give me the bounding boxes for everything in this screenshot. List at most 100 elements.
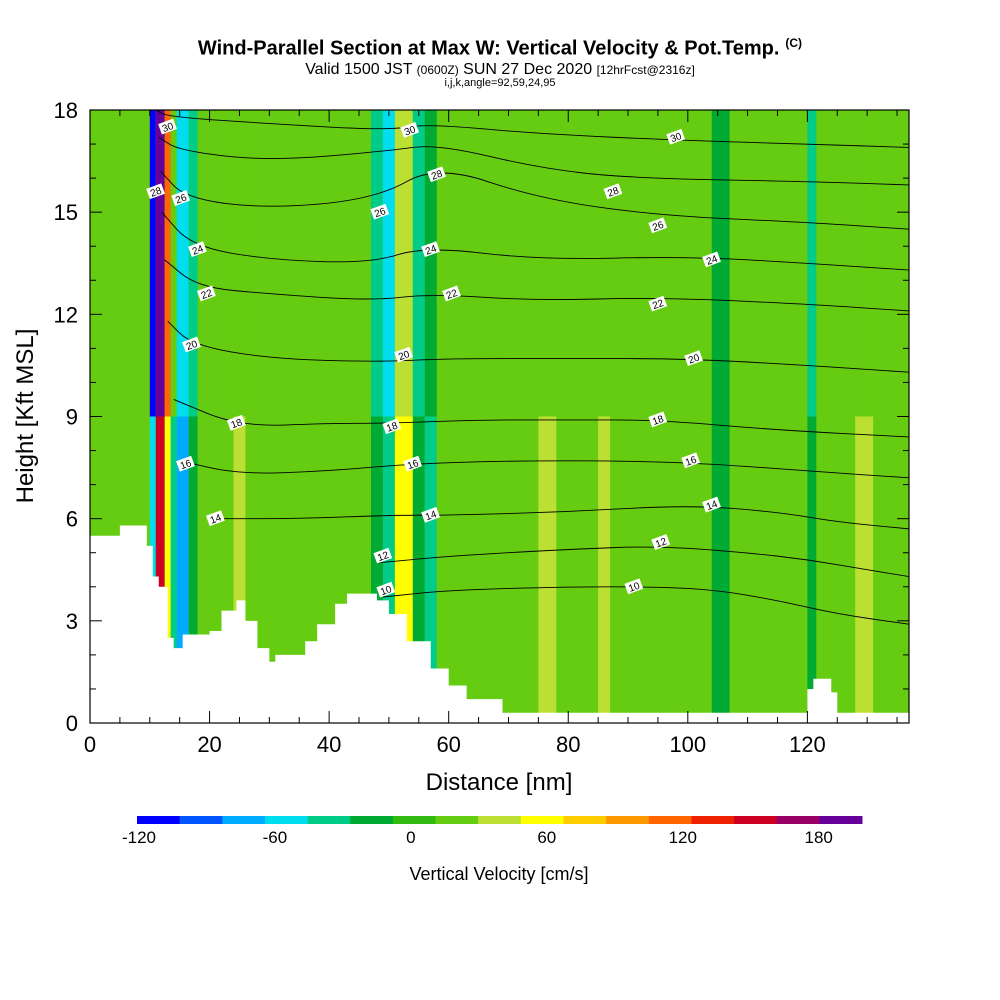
contour-label-text: 12 (654, 536, 669, 550)
subtitle-valid: Valid 1500 JST (305, 61, 413, 78)
contour-label-bg (442, 285, 461, 302)
contour-label-text: 28 (606, 185, 621, 199)
contour-label-bg (400, 122, 420, 138)
colorbar-swatch-13 (691, 816, 735, 824)
contour-label-text: 14 (209, 512, 224, 526)
contour-label-0: 30 (158, 118, 177, 135)
velocity-band-13-1 (538, 416, 557, 723)
contour-label-text: 16 (684, 454, 699, 468)
contour-label-9: 24 (188, 241, 207, 258)
contour-label-bg (197, 285, 216, 302)
colorbar-swatch-4 (307, 816, 351, 824)
contour-label-18: 18 (226, 414, 246, 431)
contour-label-text: 10 (379, 584, 394, 598)
contour-label-bg (403, 455, 423, 472)
contour-label-bg (176, 455, 195, 472)
contour-label-bg (376, 581, 396, 598)
colorbar-swatch-5 (350, 816, 394, 824)
contour-label-3: 28 (146, 183, 165, 200)
theta-contour-18 (173, 399, 909, 438)
y-axis: 0 3 6 9 12 15 18 (54, 98, 909, 736)
colorbar-title: Vertical Velocity [cm/s] (409, 864, 588, 884)
velocity-band-7-0 (382, 110, 395, 417)
contour-label-25: 14 (421, 506, 440, 523)
contour-label-text: 30 (161, 121, 176, 135)
contour-label-text: 24 (424, 243, 439, 257)
contour-label-bg (648, 411, 668, 428)
contour-label-text: 14 (705, 499, 720, 513)
contour-label-text: 16 (179, 458, 194, 472)
velocity-band-10-0 (424, 110, 437, 417)
velocity-band-0-0 (149, 110, 156, 417)
x-tick-label: 80 (556, 732, 580, 757)
contour-label-bg (681, 452, 701, 469)
contour-label-12: 22 (197, 285, 216, 302)
velocity-band-6-1 (370, 416, 383, 723)
chart-title-tag: (C) (785, 36, 803, 50)
velocity-band-9-0 (412, 110, 425, 417)
y-tick-label: 9 (66, 405, 78, 430)
colorbar-swatch-11 (606, 816, 650, 824)
contour-label-bg (648, 295, 668, 312)
terrain-mask (90, 525, 909, 723)
contour-label-bg (684, 350, 704, 367)
contour-label-27: 12 (373, 547, 393, 564)
contour-label-29: 10 (376, 581, 396, 598)
contour-label-8: 26 (648, 217, 668, 234)
contour-label-17: 20 (684, 350, 704, 367)
contour-label-bg (427, 166, 446, 183)
velocity-band-16-0 (855, 110, 874, 417)
colorbar-swatch-7 (435, 816, 479, 824)
contour-label-bg (624, 578, 644, 595)
contour-label-text: 28 (149, 185, 164, 199)
contour-label-20: 18 (648, 411, 668, 428)
velocity-band-14-1 (598, 416, 611, 723)
velocity-band-9-1 (412, 416, 425, 723)
contour-label-2: 30 (666, 128, 686, 145)
contour-label-24: 14 (205, 510, 225, 527)
velocity-band-12-0 (233, 110, 246, 417)
contour-label-bg (702, 496, 721, 513)
velocity-band-1-0 (155, 110, 165, 417)
contour-label-22: 16 (403, 455, 423, 472)
contour-label-text: 18 (230, 417, 245, 431)
contour-label-4: 26 (171, 190, 191, 207)
subtitle-date: SUN 27 Dec 2020 (463, 61, 593, 78)
contour-label-6: 26 (370, 203, 390, 220)
contour-label-11: 24 (702, 251, 721, 268)
contour-label-bg (603, 183, 623, 200)
contour-label-7: 28 (603, 183, 623, 200)
x-tick-label: 60 (436, 732, 460, 757)
velocity-band-1-1 (155, 416, 165, 723)
contour-label-text: 20 (185, 339, 200, 353)
grid-index-line: i,j,k,angle=92,59,24,95 (444, 77, 556, 89)
x-axis: 0 20 40 60 80 100 120 (84, 110, 898, 757)
contour-label-text: 16 (406, 458, 421, 472)
velocity-band-14-0 (598, 110, 611, 417)
velocity-band-4-1 (176, 416, 189, 723)
velocity-band-3-0 (170, 110, 177, 417)
y-tick-label: 6 (66, 507, 78, 532)
contour-label-text: 24 (705, 254, 720, 268)
colorbar-swatch-3 (264, 816, 309, 824)
contour-label-bg (205, 510, 225, 527)
contour-label-15: 20 (182, 336, 201, 353)
colorbar-swatch-15 (776, 816, 820, 824)
velocity-band-5-0 (188, 110, 198, 417)
contour-label-10: 24 (421, 241, 440, 258)
colorbar: -120 -60 0 60 120 180 (122, 816, 863, 847)
colorbar-label: -120 (122, 828, 156, 847)
velocity-band-5-1 (188, 416, 198, 723)
y-axis-title: Height [Kft MSL] (12, 329, 39, 504)
x-tick-label: 0 (84, 732, 96, 757)
contour-label-text: 20 (397, 349, 412, 363)
plot-area: 30 30 30 28 26 28 26 28 26 24 24 24 22 22 22 20 20 20 18 18… (90, 110, 909, 723)
contour-label-text: 30 (403, 124, 418, 138)
contour-label-bg (370, 203, 390, 220)
colorbar-swatch-12 (648, 816, 692, 824)
subtitle-forecast: [12hrFcst@2316z] (596, 63, 695, 77)
colorbar-label: 120 (669, 828, 697, 847)
contour-label-bg (171, 190, 191, 206)
velocity-band-2-0 (164, 110, 171, 417)
contour-label-19: 18 (382, 418, 402, 435)
